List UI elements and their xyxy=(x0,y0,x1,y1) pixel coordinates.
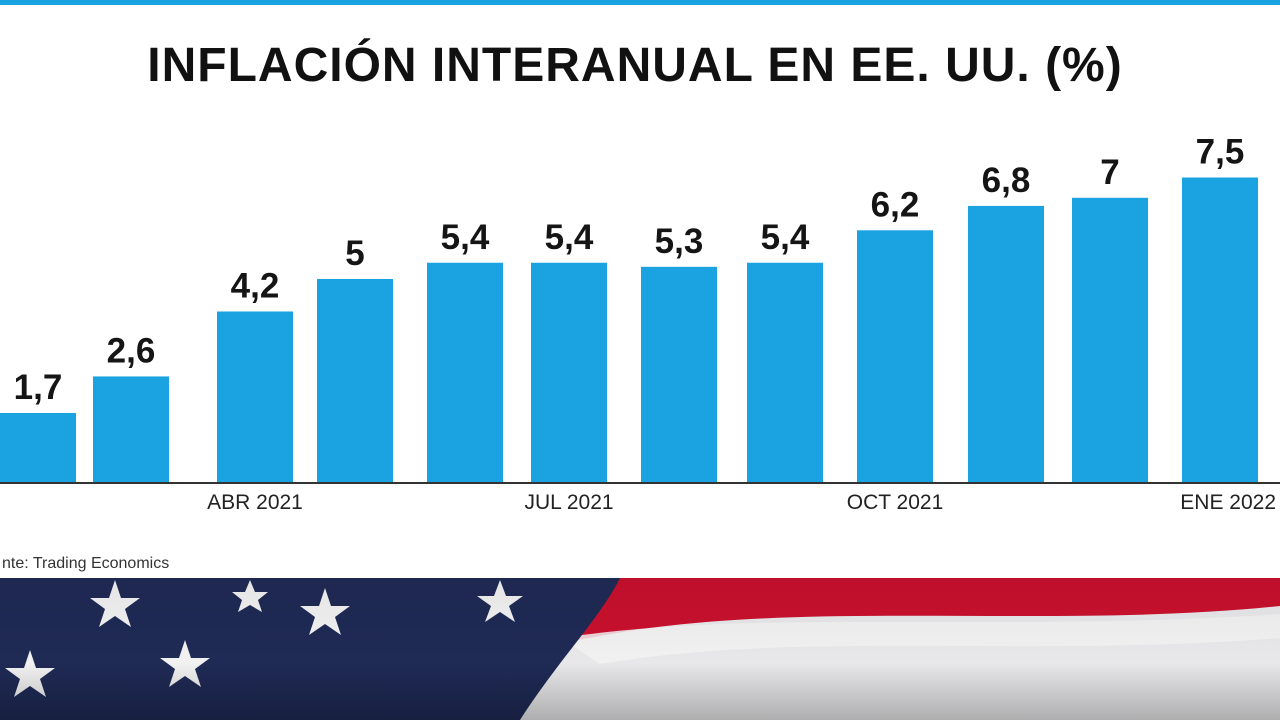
bar-value-label: 1,7 xyxy=(14,368,63,407)
bar xyxy=(93,376,169,482)
bar-chart: 1,7 2,6 4,2 5 5,4 5,4 5,3 5,4 6,2 6,8 7 7,5 ABR 2021… xyxy=(0,133,1280,514)
bar xyxy=(531,262,607,482)
us-flag-banner xyxy=(0,578,1280,720)
bar xyxy=(0,412,76,482)
bar-value-label: 7 xyxy=(1100,153,1119,192)
bar-value-label: 5,4 xyxy=(441,218,490,257)
bar-value-label: 7,5 xyxy=(1196,133,1245,172)
source-note: nte: Trading Economics xyxy=(2,555,170,572)
top-accent-rule xyxy=(0,0,1280,5)
bar-value-label: 4,2 xyxy=(231,266,280,305)
bar xyxy=(317,279,393,482)
x-tick-label: JUL 2021 xyxy=(524,491,613,514)
chart-title: INFLACIÓN INTERANUAL EN EE. UU. (%) xyxy=(147,39,1123,92)
x-tick-label: ENE 2022 xyxy=(1180,491,1276,514)
bar xyxy=(857,230,933,482)
bar-value-label: 6,8 xyxy=(982,161,1031,200)
bar-value-label: 5,4 xyxy=(545,218,594,257)
bar xyxy=(747,262,823,482)
x-tick-label: OCT 2021 xyxy=(847,491,944,514)
bar-value-label: 5 xyxy=(345,234,364,273)
bar xyxy=(641,266,717,482)
bar xyxy=(217,311,293,482)
bar-value-label: 5,3 xyxy=(655,222,704,261)
bar xyxy=(1072,197,1148,483)
bar xyxy=(1182,177,1258,482)
bar xyxy=(968,205,1044,483)
x-tick-label: ABR 2021 xyxy=(207,491,303,514)
bar-value-label: 5,4 xyxy=(761,218,810,257)
bar-value-label: 6,2 xyxy=(871,185,920,224)
bar-value-label: 2,6 xyxy=(107,331,156,370)
bar xyxy=(427,262,503,482)
